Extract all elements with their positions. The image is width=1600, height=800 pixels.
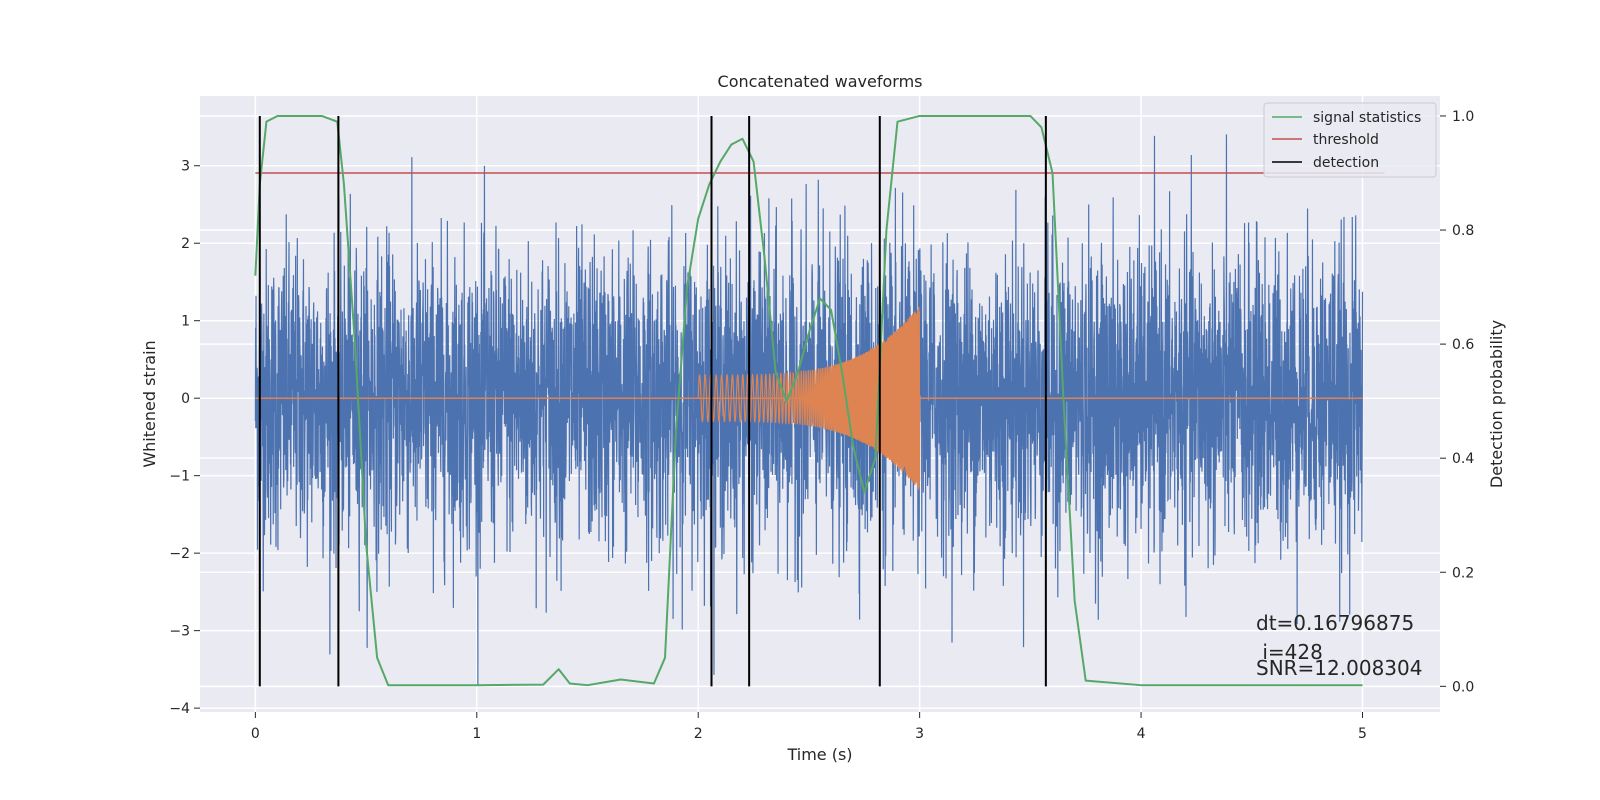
series-template-waveform: [697, 306, 921, 490]
annotation-snr: SNR=12.008304: [1256, 656, 1422, 680]
x-tick-label: 5: [1358, 726, 1367, 742]
y-tick-label-right: 0.2: [1452, 565, 1474, 581]
annotation: dt=0.16796875 i=428 SNR=12.008304: [1256, 611, 1422, 680]
annotation-dt: dt=0.16796875: [1256, 611, 1414, 635]
y-tick-label-left: 1: [181, 314, 190, 330]
y-tick-label-left: 2: [181, 236, 190, 252]
x-tick-label: 2: [694, 726, 703, 742]
series-signal-statistics: [254, 114, 1363, 687]
legend-label-detection: detection: [1313, 155, 1379, 171]
x-tick-label: 3: [915, 726, 924, 742]
legend-label-statistics: signal statistics: [1313, 110, 1421, 126]
y-tick-label-right: 0.8: [1452, 223, 1474, 239]
x-tick-label: 1: [472, 726, 481, 742]
y-tick-label-left: −4: [169, 701, 190, 717]
y-tick-label-left: −3: [169, 624, 190, 640]
x-axis-label: Time (s): [786, 745, 852, 764]
series-layer: [254, 114, 1385, 687]
y-tick-label-right: 0.6: [1452, 337, 1474, 353]
y-axis-label-right: Detection probability: [1487, 320, 1506, 488]
y-tick-label-right: 0.0: [1452, 679, 1474, 695]
y-tick-label-left: 3: [181, 159, 190, 175]
legend: signal statistics threshold detection: [1263, 102, 1437, 178]
y-tick-label-left: 0: [181, 391, 190, 407]
legend-label-threshold: threshold: [1313, 132, 1379, 148]
y-tick-label-right: 0.4: [1452, 451, 1474, 467]
y-tick-label-left: −2: [169, 546, 190, 562]
y-tick-label-right: 1.0: [1452, 109, 1474, 125]
chart-title: Concatenated waveforms: [718, 72, 923, 91]
x-tick-label: 4: [1137, 726, 1146, 742]
annotation-i: i=428: [1256, 640, 1323, 664]
y-axis-label-left-text: Whitened strain: [140, 340, 159, 467]
ticks: 0 1 2 3 4 5 −4 −3 −2 −1 0 1 2 3 0.0 0.2 0.4 0.6 0.8 1.0: [169, 109, 1474, 742]
legend-box: [1263, 102, 1437, 178]
y-tick-label-left: −1: [169, 469, 190, 485]
x-tick-label: 0: [251, 726, 260, 742]
